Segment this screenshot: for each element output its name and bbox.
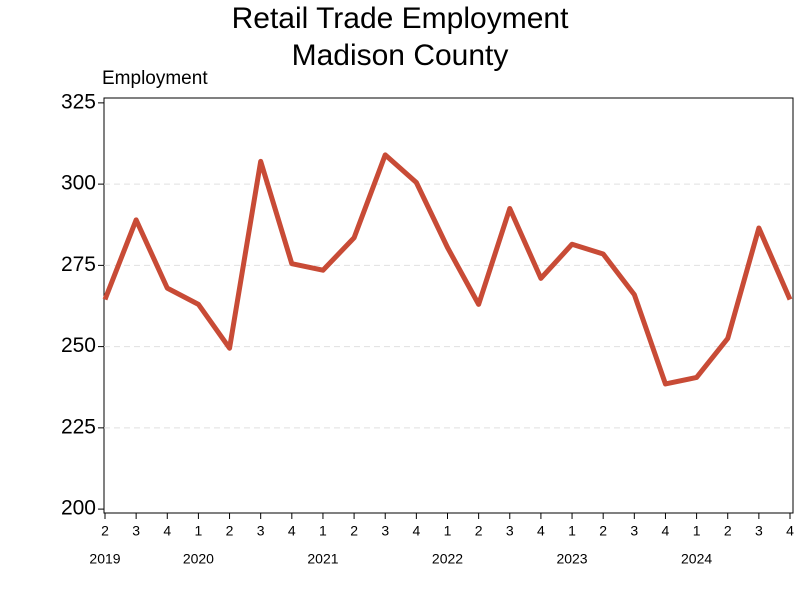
x-group-label: 2021 xyxy=(307,551,338,567)
x-tick-label: 2 xyxy=(724,523,732,539)
x-tick-label: 3 xyxy=(257,523,265,539)
data-line xyxy=(102,152,793,387)
x-tick-label: 2 xyxy=(475,523,483,539)
x-tick-label: 4 xyxy=(288,523,296,539)
x-tick-label: 2 xyxy=(599,523,607,539)
x-tick-label: 3 xyxy=(630,523,638,539)
y-tick-label: 275 xyxy=(61,253,96,276)
x-tick-label: 2 xyxy=(226,523,234,539)
x-tick-label: 2 xyxy=(101,523,109,539)
x-tick-label: 4 xyxy=(537,523,545,539)
chart-title: Retail Trade Employment xyxy=(232,2,569,35)
x-tick-label: 4 xyxy=(662,523,670,539)
x-tick-label: 3 xyxy=(506,523,514,539)
x-tick-label: 1 xyxy=(195,523,203,539)
y-tick-label: 300 xyxy=(61,172,96,195)
x-tick-label: 3 xyxy=(755,523,763,539)
x-group-label: 2022 xyxy=(432,551,463,567)
y-tick-label: 225 xyxy=(61,415,96,438)
x-tick-label: 3 xyxy=(132,523,140,539)
x-tick-label: 4 xyxy=(786,523,794,539)
x-tick-label: 4 xyxy=(412,523,420,539)
x-tick-label: 2 xyxy=(350,523,358,539)
x-tick-label: 1 xyxy=(319,523,327,539)
x-group-label: 2019 xyxy=(89,551,120,567)
y-tick-label: 200 xyxy=(61,497,96,520)
y-axis-label: Employment xyxy=(102,68,208,89)
plot-frame xyxy=(103,97,794,514)
chart-title: Madison County xyxy=(292,39,509,72)
x-tick-label: 4 xyxy=(163,523,171,539)
x-group-label: 2024 xyxy=(681,551,712,567)
x-tick-label: 1 xyxy=(693,523,701,539)
x-group-label: 2020 xyxy=(183,551,214,567)
y-tick-label: 250 xyxy=(61,334,96,357)
y-tick-label: 325 xyxy=(61,90,96,113)
x-tick-label: 1 xyxy=(444,523,452,539)
x-tick-label: 3 xyxy=(381,523,389,539)
x-group-label: 2023 xyxy=(556,551,587,567)
x-tick-label: 1 xyxy=(568,523,576,539)
